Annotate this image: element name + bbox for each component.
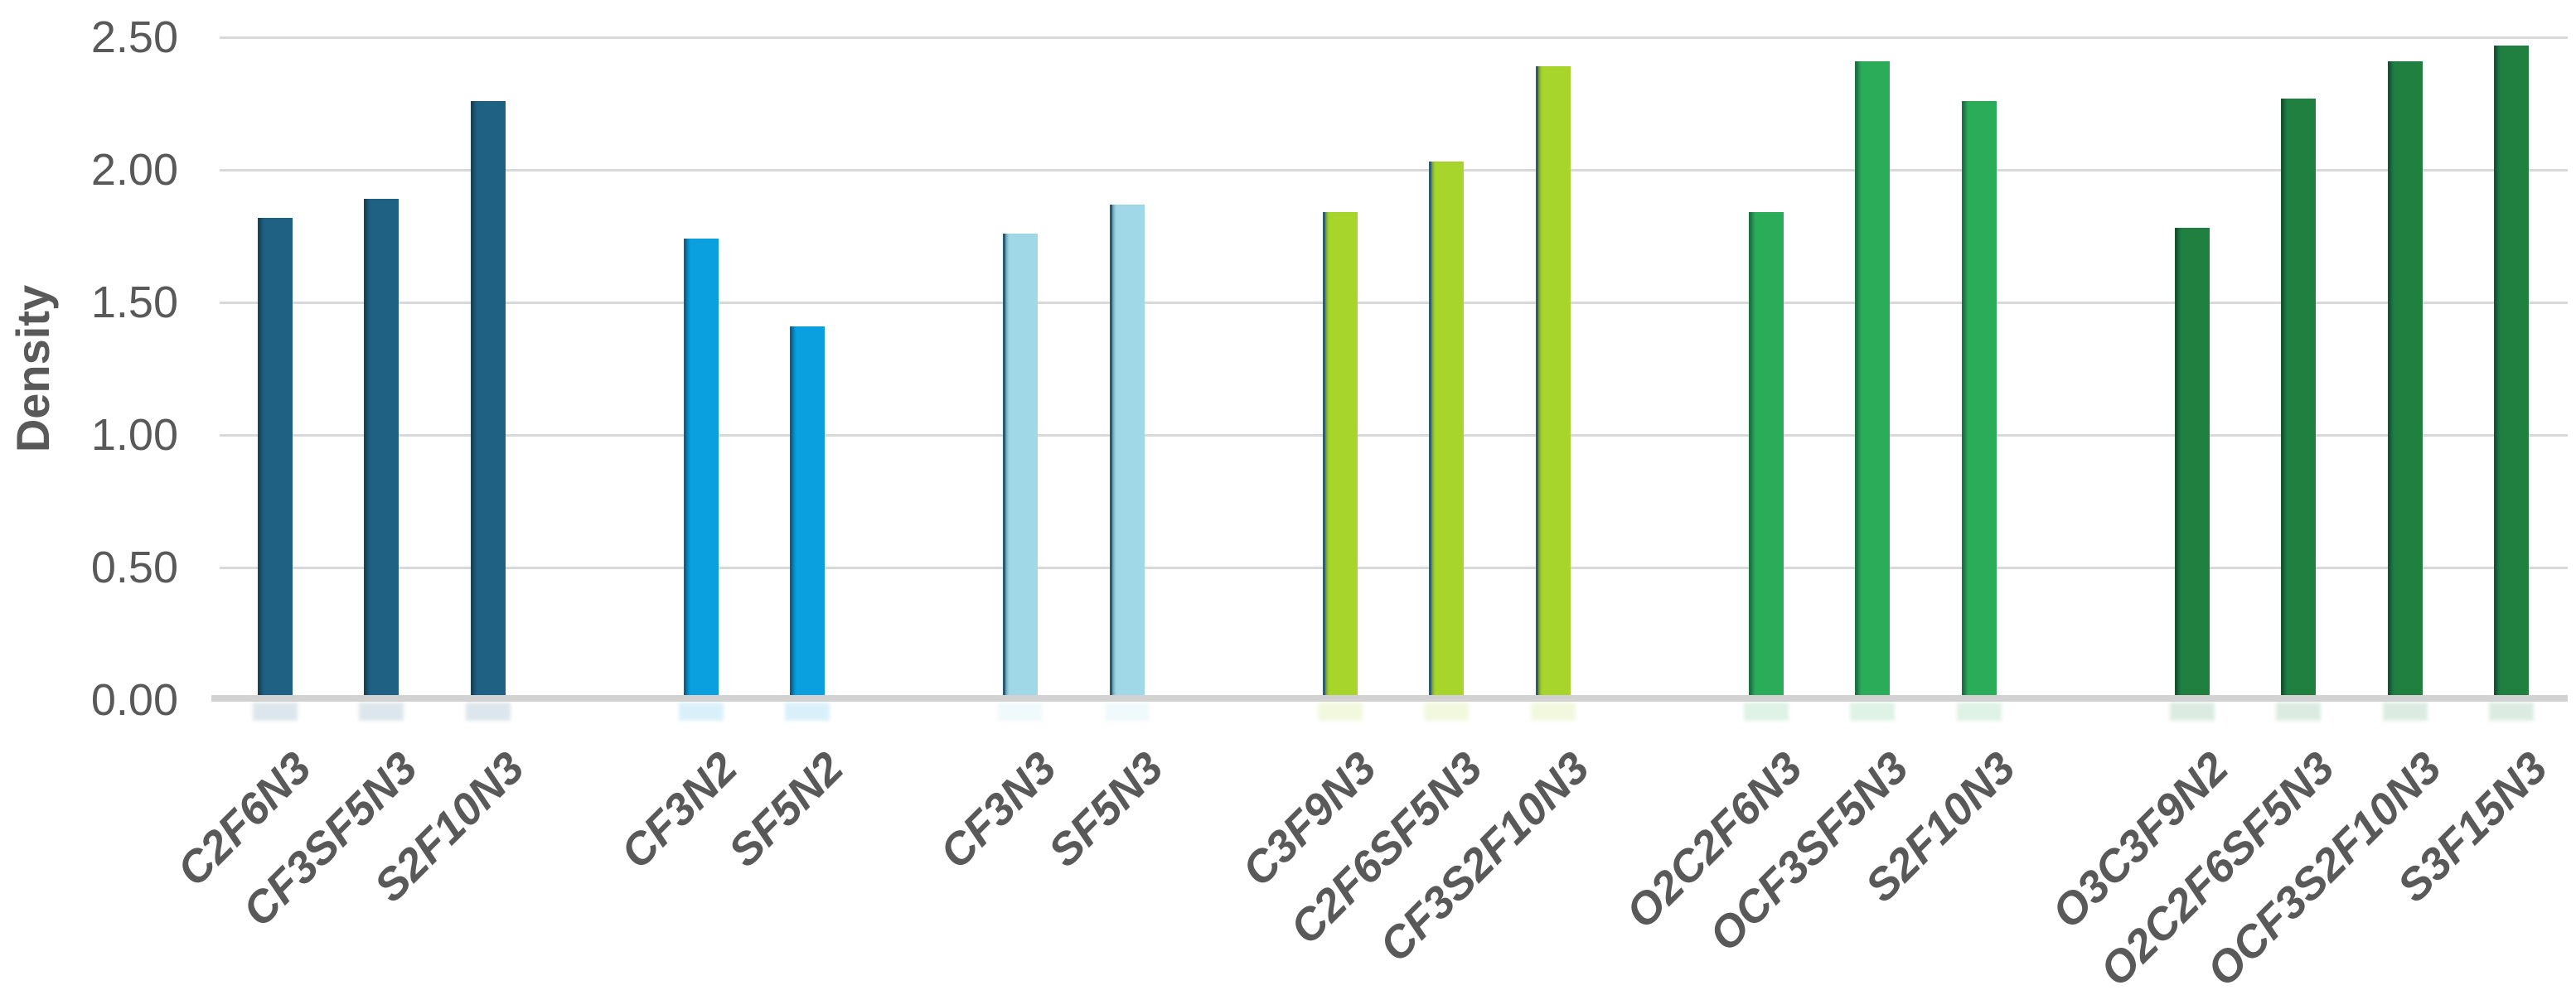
category-label-SF5N3: SF5N3	[1039, 742, 1173, 877]
bar-S3F15N3	[2494, 45, 2529, 700]
bar-reflection	[678, 703, 724, 721]
y-tick-label: 1.50	[90, 278, 178, 327]
gridline	[220, 566, 2568, 569]
category-label-SF5N2: SF5N2	[719, 742, 854, 877]
bar-CF3S2F10N3	[1535, 66, 1571, 700]
bar-reflection	[252, 703, 298, 721]
bar-reflection	[1850, 703, 1895, 721]
bar-OCF3SF5N3	[1855, 60, 1890, 700]
bar-CF3N2	[683, 239, 719, 700]
bar-CF3SF5N3	[364, 199, 399, 700]
category-label-CF3N2: CF3N2	[611, 742, 747, 878]
bar-reflection	[2382, 703, 2428, 721]
bar-reflection	[1317, 703, 1363, 721]
y-tick-label: 0.50	[90, 543, 178, 592]
gridline	[220, 433, 2568, 437]
bar-reflection	[2169, 703, 2215, 721]
bar-O3C3F9N2	[2174, 228, 2210, 700]
y-tick-label: 2.50	[90, 12, 178, 62]
bar-OCF3S2F10N3	[2387, 60, 2423, 700]
gridline	[220, 36, 2568, 39]
bar-reflection	[1743, 703, 1789, 721]
bar-reflection	[1424, 703, 1469, 721]
y-tick-label: 0.00	[90, 675, 178, 725]
bar-C2F6N3	[257, 217, 293, 700]
bar-reflection	[1530, 703, 1576, 721]
bar-reflection	[1104, 703, 1150, 721]
bar-CF3N3	[1003, 233, 1038, 700]
bar-reflection	[2489, 703, 2534, 721]
y-tick-label: 1.00	[90, 410, 178, 460]
bar-SF5N3	[1109, 204, 1145, 700]
bar-O2C2F6N3	[1748, 212, 1784, 700]
category-label-CF3N3: CF3N3	[930, 742, 1067, 878]
x-axis-line	[211, 695, 2568, 702]
bar-reflection	[785, 703, 830, 721]
bar-reflection	[359, 703, 404, 721]
bar-S2F10N3	[1961, 100, 1997, 700]
bar-O2C2F6SF5N3	[2281, 98, 2316, 700]
bar-reflection	[2276, 703, 2321, 721]
bar-reflection	[465, 703, 511, 721]
gridline	[220, 168, 2568, 171]
bar-SF5N2	[790, 326, 825, 700]
bar-reflection	[998, 703, 1043, 721]
bar-S2F10N3	[470, 100, 506, 700]
gridline	[220, 301, 2568, 304]
y-tick-label: 2.00	[90, 145, 178, 195]
bar-reflection	[1956, 703, 2002, 721]
bar-C3F9N3	[1322, 212, 1358, 700]
bar-C2F6SF5N3	[1429, 162, 1464, 700]
